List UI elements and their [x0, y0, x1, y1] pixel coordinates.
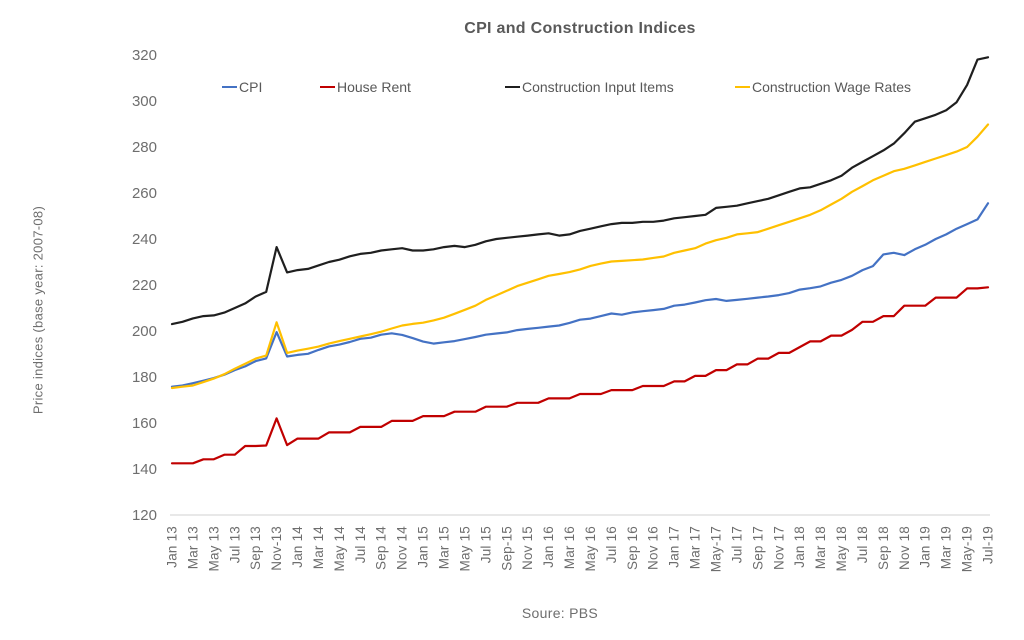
x-tick-label: Jan 19 [918, 526, 933, 568]
x-tick-label: Mar 15 [437, 526, 452, 569]
y-tick-label: 120 [132, 507, 157, 524]
x-tick-label: Jan 13 [165, 526, 180, 568]
x-tick-label: Nov 17 [771, 526, 786, 570]
x-tick-label: Nov-13 [269, 526, 284, 571]
x-tick-label: Sep 14 [374, 526, 389, 570]
x-tick-label: Mar 18 [813, 526, 828, 569]
legend-swatch-icon [320, 85, 335, 89]
x-tick-label: Jul 14 [353, 526, 368, 564]
source-note: Soure: PBS [521, 605, 599, 621]
legend-item-construction-input-items: Construction Input Items [505, 79, 674, 95]
x-tick-label: May 18 [834, 526, 849, 571]
x-tick-label: Jul 18 [855, 526, 870, 563]
x-tick-label: May 15 [457, 526, 472, 571]
y-tick-label: 180 [132, 369, 157, 386]
x-tick-label: May-17 [709, 526, 724, 572]
legend-swatch-icon [735, 85, 750, 89]
series-line-construction-input-items [170, 56, 990, 326]
series-line-cpi [170, 202, 990, 388]
legend-item-construction-wage-rates: Construction Wage Rates [735, 79, 911, 95]
x-tick-label: Mar 14 [311, 526, 326, 570]
legend-label: Construction Input Items [522, 79, 674, 95]
legend-label: Construction Wage Rates [752, 79, 911, 95]
x-tick-label: Jan 16 [541, 526, 556, 568]
x-tick-label: Jul 17 [729, 526, 744, 563]
x-tick-label: Jan 18 [792, 526, 807, 568]
x-tick-label: May 14 [332, 526, 347, 572]
legend-swatch-icon [505, 85, 520, 89]
x-tick-label: Sep 18 [876, 526, 891, 570]
x-tick-label: Jul 13 [227, 526, 242, 563]
y-tick-label: 320 [132, 47, 157, 64]
y-tick-label: 280 [132, 139, 157, 156]
x-tick-label: Mar 19 [939, 526, 954, 569]
series-line-house-rent [170, 286, 990, 465]
y-tick-label: 200 [132, 323, 157, 340]
x-tick-label: Jul 16 [604, 526, 619, 563]
y-tick-label: 160 [132, 415, 157, 432]
legend-label: House Rent [337, 79, 411, 95]
y-tick-label: 140 [132, 461, 157, 478]
x-tick-label: Mar 16 [562, 526, 577, 569]
legend-swatch-icon [222, 85, 237, 89]
x-tick-label: Jan 17 [667, 526, 682, 568]
chart-title: CPI and Construction Indices [464, 20, 696, 37]
x-tick-label: Sep 16 [625, 526, 640, 570]
x-tick-label: Nov 16 [646, 526, 661, 570]
y-tick-label: 260 [132, 185, 157, 202]
legend-item-house-rent: House Rent [320, 79, 411, 95]
x-tick-label: Jul 15 [478, 526, 493, 563]
x-tick-label: Mar 17 [688, 526, 703, 569]
x-tick-label: Sep-15 [499, 526, 514, 571]
x-tick-label: May 13 [206, 526, 221, 571]
x-tick-label: Sep 13 [248, 526, 263, 570]
x-tick-label: Sep 17 [750, 526, 765, 570]
x-tick-label: Nov 15 [520, 526, 535, 570]
y-tick-label: 240 [132, 231, 157, 248]
x-tick-label: Nov 18 [897, 526, 912, 570]
legend-label: CPI [239, 79, 263, 95]
x-tick-label: May-19 [960, 526, 975, 572]
y-axis-title: Price indices (base year: 2007-08) [30, 205, 46, 415]
series-line-construction-wage-rates [170, 123, 990, 390]
y-tick-label: 220 [132, 277, 157, 294]
y-tick-label: 300 [132, 93, 157, 110]
x-tick-label: Nov 14 [395, 526, 410, 570]
x-tick-label: May 16 [583, 526, 598, 571]
legend-item-cpi: CPI [222, 79, 262, 95]
x-tick-label: Jul-19 [981, 526, 996, 564]
x-tick-label: Mar 13 [185, 526, 200, 569]
x-tick-label: Jan 15 [416, 526, 431, 568]
x-tick-label: Jan 14 [290, 526, 305, 568]
